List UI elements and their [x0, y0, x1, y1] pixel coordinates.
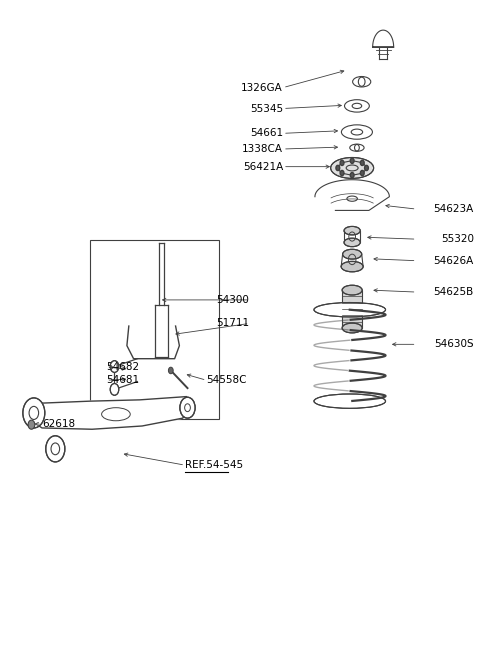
Ellipse shape — [314, 302, 385, 317]
Text: 62618: 62618 — [42, 419, 75, 429]
Ellipse shape — [331, 157, 373, 178]
Ellipse shape — [342, 323, 362, 333]
Ellipse shape — [314, 394, 385, 408]
Circle shape — [46, 436, 65, 462]
Circle shape — [360, 171, 364, 176]
Text: 54625B: 54625B — [433, 287, 474, 297]
Bar — [90, 240, 218, 419]
Bar — [342, 290, 362, 328]
Circle shape — [180, 398, 195, 418]
Text: 54558C: 54558C — [206, 375, 247, 385]
Ellipse shape — [342, 285, 362, 295]
Text: 1338CA: 1338CA — [242, 144, 283, 154]
Circle shape — [340, 160, 344, 165]
Circle shape — [110, 361, 119, 373]
Circle shape — [336, 165, 340, 171]
Text: 54300: 54300 — [216, 295, 250, 305]
Ellipse shape — [343, 249, 362, 259]
Circle shape — [350, 173, 354, 178]
Circle shape — [23, 398, 45, 428]
Text: 54682: 54682 — [107, 362, 140, 372]
Circle shape — [110, 384, 119, 396]
Circle shape — [350, 158, 354, 163]
Circle shape — [360, 160, 364, 165]
Text: 54661: 54661 — [250, 129, 283, 138]
Ellipse shape — [344, 238, 360, 247]
Polygon shape — [372, 30, 394, 47]
Text: 1326GA: 1326GA — [241, 83, 283, 92]
Text: REF.54-545: REF.54-545 — [185, 460, 243, 470]
Circle shape — [340, 171, 344, 176]
Ellipse shape — [341, 261, 363, 272]
Text: 56421A: 56421A — [243, 161, 283, 172]
Polygon shape — [28, 397, 190, 429]
Text: 54681: 54681 — [107, 375, 140, 385]
Text: 54626A: 54626A — [433, 256, 474, 266]
Circle shape — [28, 420, 35, 429]
Text: 55345: 55345 — [250, 104, 283, 113]
Text: 54630S: 54630S — [434, 339, 474, 350]
Text: 51711: 51711 — [216, 318, 250, 329]
Text: 54623A: 54623A — [433, 204, 474, 214]
Ellipse shape — [344, 226, 360, 235]
Circle shape — [168, 367, 173, 374]
Text: 55320: 55320 — [441, 234, 474, 244]
Circle shape — [364, 165, 368, 171]
Polygon shape — [315, 180, 389, 211]
